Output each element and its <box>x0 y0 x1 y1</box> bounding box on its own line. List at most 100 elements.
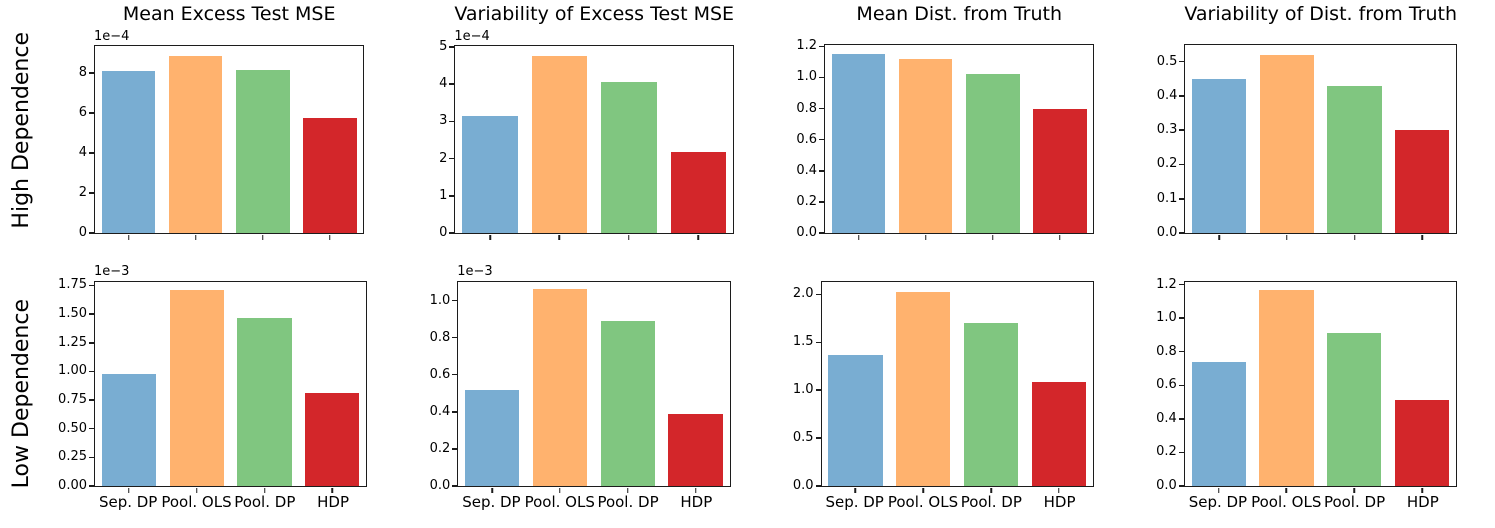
x-tick-mark <box>261 235 264 241</box>
x-tick-mark <box>195 488 198 493</box>
x-tick-label-pool-ols: Pool. OLS <box>524 493 595 511</box>
bar-hdp <box>1395 130 1450 234</box>
bar-pool-ols <box>1259 289 1314 486</box>
x-tick-mark <box>1285 488 1288 493</box>
y-tick-label: 0.6 <box>1156 377 1177 393</box>
row-low-dependence: Low Dependence 1e−3 0.00 0.25 0.50 0.75 1.00… <box>0 260 1495 528</box>
x-tick-mark <box>857 235 860 241</box>
y-axis-offset-label <box>1184 260 1457 281</box>
x-tick-mark <box>558 235 561 241</box>
bar-sep-dp <box>831 54 886 234</box>
subplot-high-mean-excess-mse: Mean Excess Test MSE 1e−4 0 2 4 6 8 <box>42 0 402 260</box>
y-tick-mark <box>1179 163 1185 166</box>
plot-area: 0.0 0.2 0.4 0.6 0.8 1.0 <box>430 281 731 493</box>
y-axis-offset-label <box>824 28 1094 44</box>
y-tick-label: 0.5 <box>1156 53 1178 69</box>
x-tick-label-sep-dp: Sep. DP <box>462 493 521 511</box>
y-tick-label: 0.8 <box>429 329 451 345</box>
y-tick-mark <box>452 411 458 413</box>
plot-area: 0.00 0.25 0.50 0.75 1.00 1.25 1.50 1.75 <box>58 277 368 493</box>
x-tick-mark <box>491 488 493 493</box>
x-tick-label-hdp: HDP <box>680 493 713 511</box>
x-tick-mark <box>1421 235 1423 241</box>
y-tick-label: 0.2 <box>1156 444 1177 460</box>
x-tick-labels <box>824 234 1094 260</box>
bar-pool-ols <box>531 56 588 234</box>
y-tick-mark <box>452 336 458 339</box>
y-tick-label: 1.00 <box>58 363 87 379</box>
x-tick-mark <box>489 235 491 241</box>
y-tick-mark <box>815 485 821 487</box>
x-tick-mark <box>1353 235 1356 241</box>
bar-hdp <box>1031 381 1086 486</box>
x-tick-label-pool-ols: Pool. OLS <box>887 493 959 511</box>
subplot-title: Mean Dist. from Truth <box>856 3 1062 25</box>
y-tick-label: 0.6 <box>429 366 451 382</box>
x-tick-mark <box>127 235 130 241</box>
x-tick-label-pool-dp: Pool. DP <box>234 493 296 511</box>
y-tick-label: 0.4 <box>1156 87 1178 103</box>
y-tick-label: 0.0 <box>796 225 818 241</box>
y-tick-mark <box>89 192 94 194</box>
y-tick-mark <box>89 72 94 74</box>
bar-sep-dp <box>101 373 157 486</box>
y-tick-mark <box>1178 451 1184 454</box>
y-tick-label: 0.2 <box>1156 156 1178 172</box>
subplot-low-variability-excess-mse: 1e−3 0.0 0.2 0.4 0.6 0.8 1.0 Sep. DP Pool. OLS… <box>405 260 768 528</box>
y-tick-label: 0.8 <box>796 100 818 116</box>
y-tick-mark <box>449 232 455 234</box>
y-tick-mark <box>819 170 825 172</box>
bar-pool-dp <box>237 317 292 486</box>
x-tick-mark <box>854 488 857 493</box>
bar-pool-dp <box>965 74 1020 234</box>
x-tick-mark <box>991 235 994 241</box>
bar-sep-dp <box>462 115 518 234</box>
bar-pool-ols <box>532 289 588 486</box>
y-tick-mark <box>89 456 94 459</box>
y-tick-mark <box>89 284 94 287</box>
plot-area: 0.0 0.2 0.4 0.6 0.8 1.0 1.2 <box>796 38 1095 241</box>
row-label-col: Low Dependence <box>0 260 42 528</box>
x-tick-label-pool-dp: Pool. DP <box>1323 493 1386 511</box>
y-tick-label: 0.25 <box>58 449 87 465</box>
y-tick-label: 0.0 <box>1156 478 1177 493</box>
y-tick-label: 0.00 <box>58 478 87 493</box>
x-tick-mark <box>628 235 630 241</box>
y-tick-label: 0.2 <box>429 440 451 456</box>
y-tick-mark <box>1178 283 1184 286</box>
bar-hdp <box>668 413 723 486</box>
y-tick-mark <box>815 341 821 344</box>
y-tick-mark <box>1179 198 1185 200</box>
x-tick-labels <box>94 234 364 260</box>
x-tick-mark <box>990 488 992 493</box>
y-tick-mark <box>1178 384 1184 387</box>
x-tick-mark <box>627 488 629 493</box>
y-axis-offset-label <box>1184 28 1457 44</box>
y-tick-mark <box>449 157 455 160</box>
y-tick-label: 2 <box>439 150 448 166</box>
y-tick-label: 2 <box>78 185 87 201</box>
y-tick-mark <box>89 152 94 154</box>
subplot-high-variability-excess-mse: Variability of Excess Test MSE 1e−4 0 1 2 3… <box>402 0 772 260</box>
y-tick-label: 3 <box>439 113 448 129</box>
y-tick-mark <box>89 342 94 344</box>
x-tick-mark <box>1059 235 1061 241</box>
bar-pool-ols <box>1259 54 1314 234</box>
y-tick-label: 0.6 <box>796 131 818 147</box>
plot-area: 0.0 0.5 1.0 1.5 2.0 <box>793 281 1094 493</box>
x-tick-labels: Sep. DP Pool. OLS Pool. DP HDP <box>94 487 367 515</box>
x-tick-mark <box>922 488 924 493</box>
x-tick-label-sep-dp: Sep. DP <box>825 493 884 511</box>
y-tick-mark <box>1178 350 1184 353</box>
y-tick-label: 1.5 <box>792 334 814 350</box>
y-tick-label: 6 <box>78 105 87 121</box>
y-tick-label: 1.75 <box>58 277 87 293</box>
y-tick-mark <box>1179 232 1185 234</box>
x-tick-mark <box>559 488 561 493</box>
bar-pool-dp <box>1327 85 1382 234</box>
bar-hdp <box>302 118 357 234</box>
y-tick-label: 4 <box>439 76 448 92</box>
bar-pool-dp <box>1327 333 1382 486</box>
x-tick-mark <box>329 235 331 241</box>
y-tick-label: 1.50 <box>58 306 87 322</box>
